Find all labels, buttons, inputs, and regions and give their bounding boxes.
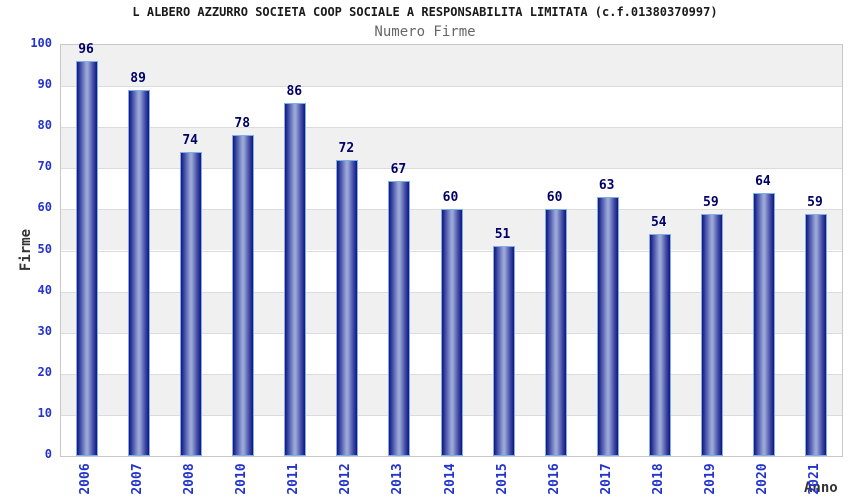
chart-subtitle: Numero Firme [374, 24, 476, 40]
bar-value-label: 63 [598, 178, 615, 194]
x-tick-label: 2014 [442, 463, 458, 495]
y-tick-label: 70 [37, 159, 52, 174]
bar-value-label: 96 [78, 42, 94, 58]
bar [492, 246, 515, 456]
x-tick-label: 2013 [390, 463, 406, 495]
x-tick-label: 2006 [78, 463, 94, 495]
bar-value-label: 78 [234, 116, 251, 132]
plot-band [61, 45, 842, 87]
y-tick-label: 20 [37, 364, 52, 379]
bar-value-label: 60 [546, 190, 563, 206]
x-tick-label: 2020 [754, 463, 770, 495]
gridline [61, 127, 842, 129]
bar-value-label: 89 [130, 71, 146, 87]
bar [128, 90, 151, 456]
y-tick-label: 90 [37, 77, 52, 92]
y-tick-label: 100 [30, 36, 52, 50]
bar-value-label: 64 [755, 173, 771, 189]
x-tick-label: 2007 [130, 463, 146, 495]
bar [232, 135, 255, 456]
x-tick-label: 2019 [702, 463, 718, 495]
bar [752, 192, 775, 456]
bar-value-label: 59 [807, 194, 823, 210]
chart-title: L ALBERO AZZURRO SOCIETA COOP SOCIALE A … [132, 5, 718, 19]
bar-value-label: 51 [494, 227, 511, 243]
gridline [61, 86, 842, 88]
plot-area [60, 44, 843, 457]
y-tick-label: 80 [37, 118, 52, 133]
bar-value-label: 72 [338, 141, 355, 157]
bar-value-label: 74 [182, 132, 198, 148]
y-tick-label: 30 [37, 323, 52, 338]
gridline [61, 168, 842, 170]
x-tick-label: 2021 [806, 463, 822, 495]
bar-value-label: 86 [286, 83, 303, 99]
x-tick-label: 2010 [234, 463, 250, 495]
bar [180, 151, 203, 456]
bar [76, 61, 99, 456]
x-tick-label: 2016 [546, 463, 562, 495]
bar [596, 197, 619, 456]
bar [388, 180, 411, 456]
bar-value-label: 59 [703, 194, 719, 210]
bar [700, 213, 723, 456]
y-tick-label: 50 [37, 241, 52, 256]
bar [544, 209, 567, 456]
bar [440, 209, 463, 456]
x-tick-label: 2011 [286, 463, 302, 495]
bar-value-label: 67 [390, 161, 407, 177]
bar-value-label: 60 [442, 190, 459, 206]
x-tick-label: 2008 [182, 463, 198, 495]
x-axis-title: Anno [804, 480, 838, 496]
y-tick-label: 60 [37, 200, 52, 215]
bar [648, 234, 671, 456]
x-tick-label: 2015 [494, 463, 510, 495]
y-tick-label: 0 [44, 447, 52, 461]
x-tick-label: 2012 [338, 463, 354, 495]
x-tick-label: 2017 [598, 463, 614, 495]
bar [336, 160, 359, 456]
bar-value-label: 54 [650, 215, 667, 231]
plot-band [61, 86, 842, 127]
bar [804, 213, 827, 456]
x-tick-label: 2018 [650, 463, 666, 495]
bar [284, 102, 307, 456]
y-tick-label: 40 [37, 282, 52, 297]
y-tick-label: 10 [37, 405, 52, 420]
